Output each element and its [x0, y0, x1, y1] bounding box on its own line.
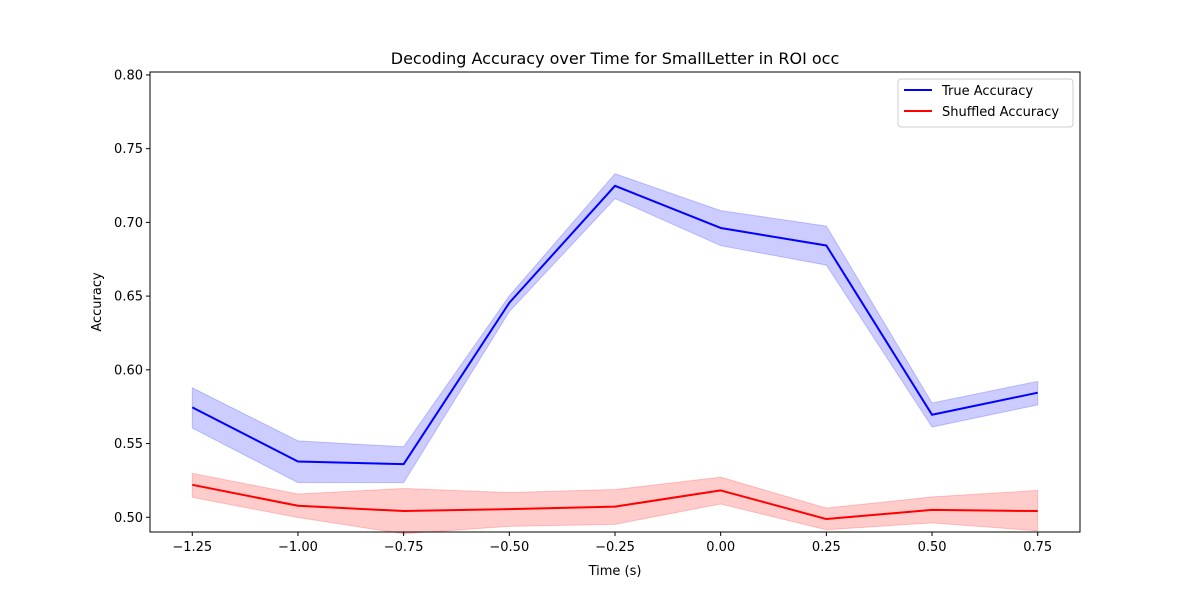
x-tick-label: 0.50 [918, 540, 947, 555]
y-tick-label: 0.75 [114, 142, 143, 157]
x-tick-label: −0.75 [384, 540, 424, 555]
legend-box [897, 78, 1074, 128]
y-tick-label: 0.80 [114, 68, 143, 83]
chart-title: Decoding Accuracy over Time for SmallLet… [391, 49, 840, 68]
x-tick-label: 0.00 [706, 540, 735, 555]
x-axis-ticks: −1.25 −1.00 −0.75 −0.50 −0.25 0.00 0.25 0.50 0.7… [172, 532, 1052, 555]
line-true-accuracy [191, 184, 1038, 466]
x-axis-label: Time (s) [588, 564, 642, 579]
band-true-accuracy [191, 173, 1039, 484]
legend-label-true-accuracy: True Accuracy [941, 84, 1033, 99]
y-tick-label: 0.50 [114, 511, 143, 526]
legend-label-shuffled-accuracy: Shuffled Accuracy [942, 105, 1059, 120]
x-tick-label: 0.25 [812, 540, 841, 555]
y-axis-label: Accuracy [90, 272, 105, 332]
series-lines [191, 184, 1038, 521]
line-shuffled-accuracy [192, 483, 1038, 521]
x-tick-label: −0.50 [489, 540, 529, 555]
x-tick-label: −0.25 [595, 540, 635, 555]
x-tick-label: 0.75 [1023, 540, 1052, 555]
legend: True Accuracy Shuffled Accuracy [897, 78, 1074, 128]
y-tick-label: 0.55 [114, 437, 143, 452]
y-axis-ticks: 0.50 0.55 0.60 0.65 0.70 0.75 0.80 [114, 68, 150, 526]
y-tick-label: 0.65 [114, 290, 143, 305]
x-tick-label: −1.00 [278, 540, 318, 555]
y-tick-label: 0.60 [114, 363, 143, 378]
x-tick-label: −1.25 [172, 540, 212, 555]
y-tick-label: 0.70 [114, 216, 143, 231]
